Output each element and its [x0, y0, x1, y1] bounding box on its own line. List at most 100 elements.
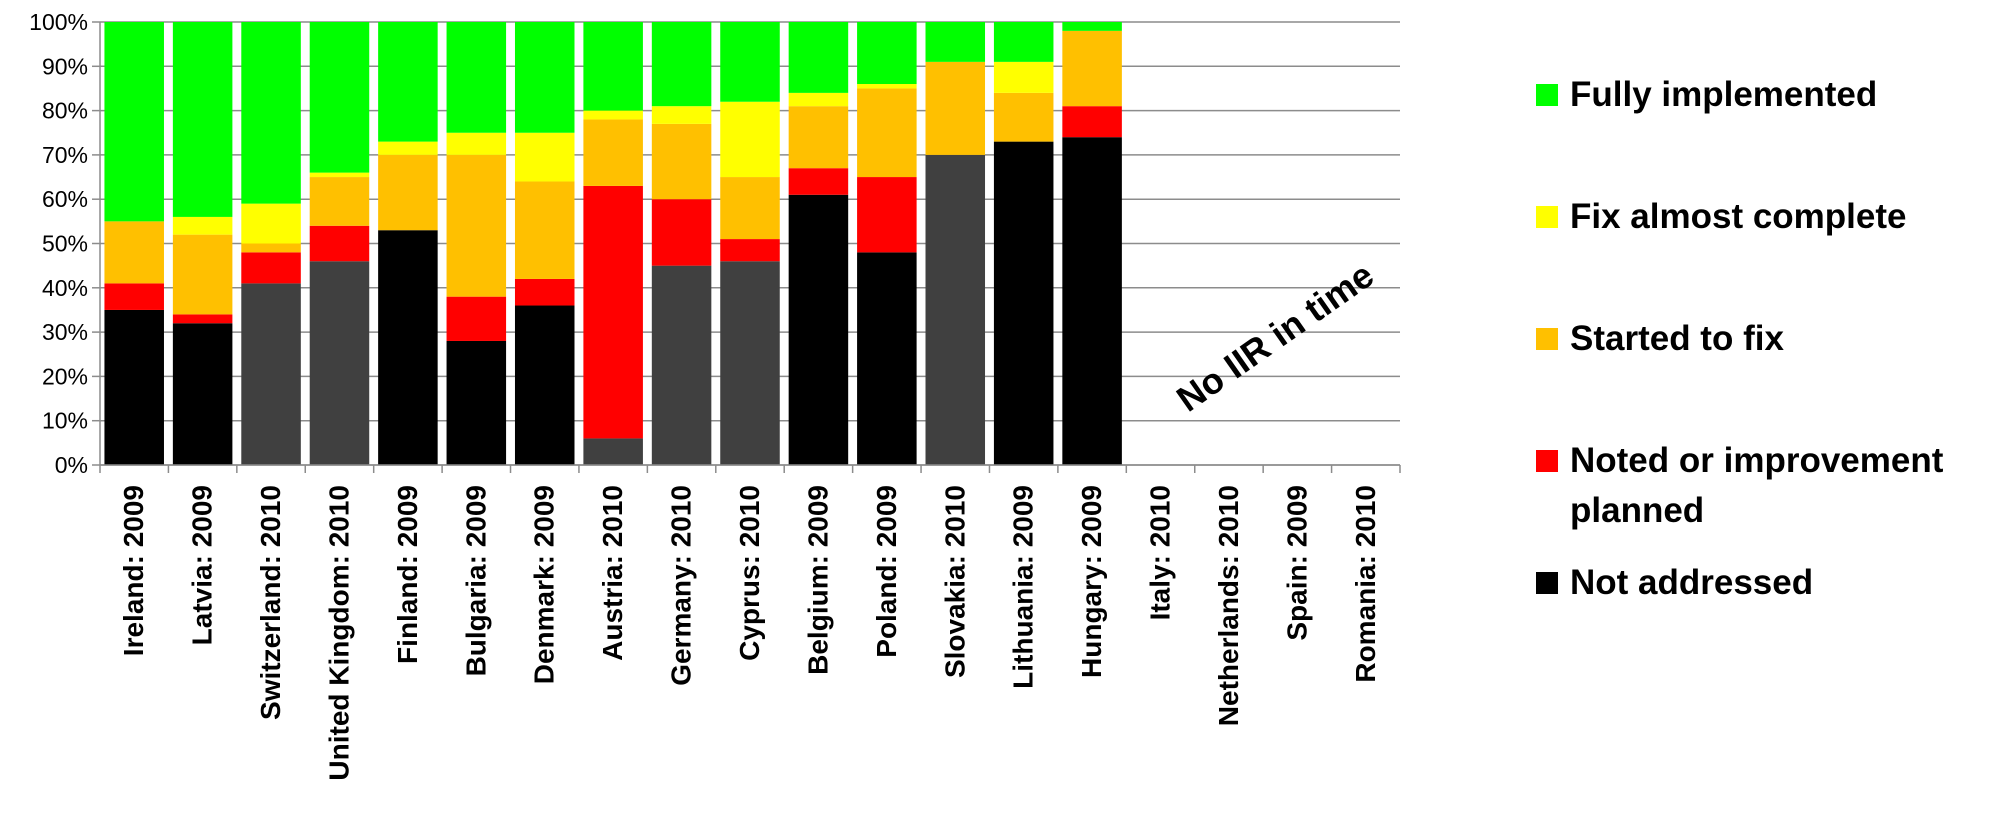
y-tick-label: 10%: [42, 408, 88, 434]
legend-item-fully-implemented: Fully implemented: [1530, 70, 1985, 192]
bar-started-to-fix: [925, 61, 986, 155]
bar-fully-implemented: [857, 22, 917, 85]
bar-not-addressed: [925, 154, 986, 465]
bar-started-to-fix: [241, 243, 301, 253]
bar-noted-or-improvement-planned: [788, 168, 849, 195]
bar-not-addressed: [378, 230, 438, 465]
bar-started-to-fix: [1062, 30, 1122, 107]
legend-item-started-to-fix: Started to fix: [1530, 314, 1985, 436]
x-tick-label: Bulgaria: 2009: [460, 485, 491, 676]
bar-fix-almost-complete: [172, 216, 233, 235]
y-tick-label: 50%: [42, 231, 88, 257]
bar-not-addressed: [446, 340, 507, 465]
x-tick-label: Slovakia: 2010: [939, 485, 970, 678]
y-tick-label: 60%: [42, 186, 88, 212]
bar-started-to-fix: [583, 119, 643, 186]
bar-not-addressed: [514, 305, 575, 465]
bar-noted-or-improvement-planned: [172, 314, 233, 324]
bar-started-to-fix: [309, 177, 370, 226]
legend: Fully implemented Fix almost complete St…: [1530, 70, 1985, 680]
bar-fully-implemented: [378, 22, 438, 142]
bar-started-to-fix: [857, 88, 917, 178]
bar-not-addressed: [241, 283, 301, 465]
bar-noted-or-improvement-planned: [514, 278, 575, 306]
y-tick-label: 80%: [42, 98, 88, 124]
x-tick-label: Denmark: 2009: [529, 485, 560, 684]
bar-noted-or-improvement-planned: [857, 177, 917, 253]
bar-fully-implemented: [651, 22, 712, 107]
legend-item-not-addressed: Not addressed: [1530, 558, 1985, 680]
legend-swatch-yellow: [1536, 206, 1558, 228]
y-tick-label: 70%: [42, 142, 88, 168]
legend-swatch-black: [1536, 572, 1558, 594]
bar-fully-implemented: [583, 22, 643, 111]
bar-fully-implemented: [446, 22, 507, 133]
bar-fully-implemented: [925, 22, 986, 62]
legend-label: Not addressed: [1570, 563, 1814, 602]
bar-fix-almost-complete: [993, 61, 1054, 93]
bar-fully-implemented: [788, 22, 849, 93]
y-axis-tick-labels: 0% 10% 20% 30% 40% 50% 60% 70% 80% 90% 100%: [29, 9, 88, 478]
bar-started-to-fix: [172, 234, 233, 315]
y-tick-label: 90%: [42, 53, 88, 79]
y-tick-label: 30%: [42, 319, 88, 345]
bar-noted-or-improvement-planned: [1062, 106, 1122, 138]
bar-fix-almost-complete: [241, 203, 301, 244]
bar-fix-almost-complete: [446, 132, 507, 155]
legend-swatch-green: [1536, 84, 1558, 106]
legend-item-noted-or-improvement-planned: Noted or improvement planned: [1530, 436, 1985, 558]
bar-noted-or-improvement-planned: [720, 239, 780, 262]
bar-not-addressed: [1062, 137, 1122, 465]
y-tick-label: 20%: [42, 363, 88, 389]
bar-fully-implemented: [993, 22, 1054, 62]
x-tick-label: Belgium: 2009: [802, 485, 833, 675]
bar-started-to-fix: [720, 177, 780, 240]
bar-not-addressed: [857, 252, 917, 465]
bar-fix-almost-complete: [378, 141, 438, 155]
bar-fix-almost-complete: [788, 92, 849, 107]
y-tick-label: 0%: [55, 452, 88, 478]
bar-fix-almost-complete: [651, 106, 712, 124]
bar-noted-or-improvement-planned: [651, 199, 712, 266]
x-tick-label: Netherlands: 2010: [1213, 485, 1244, 726]
no-iir-annotation: No IIR in time: [1169, 254, 1381, 420]
legend-label: Started to fix: [1570, 319, 1784, 358]
x-tick-label: United Kingdom: 2010: [323, 485, 354, 781]
x-tick-label: Cyprus: 2010: [734, 485, 765, 661]
bar-started-to-fix: [993, 92, 1054, 142]
bar-fix-almost-complete: [583, 110, 643, 120]
bar-noted-or-improvement-planned: [309, 225, 370, 262]
x-tick-label: Latvia: 2009: [187, 485, 218, 645]
bar-not-addressed: [651, 265, 712, 465]
legend-item-fix-almost-complete: Fix almost complete: [1530, 192, 1985, 314]
bar-not-addressed: [583, 438, 643, 465]
legend-swatch-orange: [1536, 328, 1558, 350]
bar-not-addressed: [104, 309, 164, 465]
y-tick-label: 40%: [42, 275, 88, 301]
x-tick-label: Hungary: 2009: [1076, 485, 1107, 678]
x-tick-label: Germany: 2010: [666, 485, 697, 686]
bar-not-addressed: [720, 261, 780, 465]
bar-fix-almost-complete: [857, 84, 917, 89]
bar-fully-implemented: [720, 22, 780, 102]
bar-noted-or-improvement-planned: [583, 185, 643, 439]
x-tick-label: Romania: 2010: [1350, 485, 1381, 683]
bar-series: [104, 22, 1122, 466]
bar-not-addressed: [788, 194, 849, 465]
x-tick-label: Ireland: 2009: [118, 485, 149, 656]
bar-started-to-fix: [446, 154, 507, 297]
bar-noted-or-improvement-planned: [446, 296, 507, 341]
bar-fully-implemented: [104, 22, 164, 222]
bar-fully-implemented: [309, 22, 370, 173]
legend-label: Fully implemented: [1570, 75, 1878, 114]
bar-started-to-fix: [651, 123, 712, 200]
axes: [99, 22, 1401, 473]
x-tick-label: Finland: 2009: [392, 485, 423, 664]
x-tick-label: Lithuania: 2009: [1008, 485, 1039, 689]
bar-fully-implemented: [1062, 22, 1122, 31]
legend-label: Noted or improvement planned: [1570, 441, 1944, 530]
bar-fully-implemented: [241, 22, 301, 204]
bar-fix-almost-complete: [514, 132, 575, 182]
legend-label: Fix almost complete: [1570, 197, 1907, 236]
